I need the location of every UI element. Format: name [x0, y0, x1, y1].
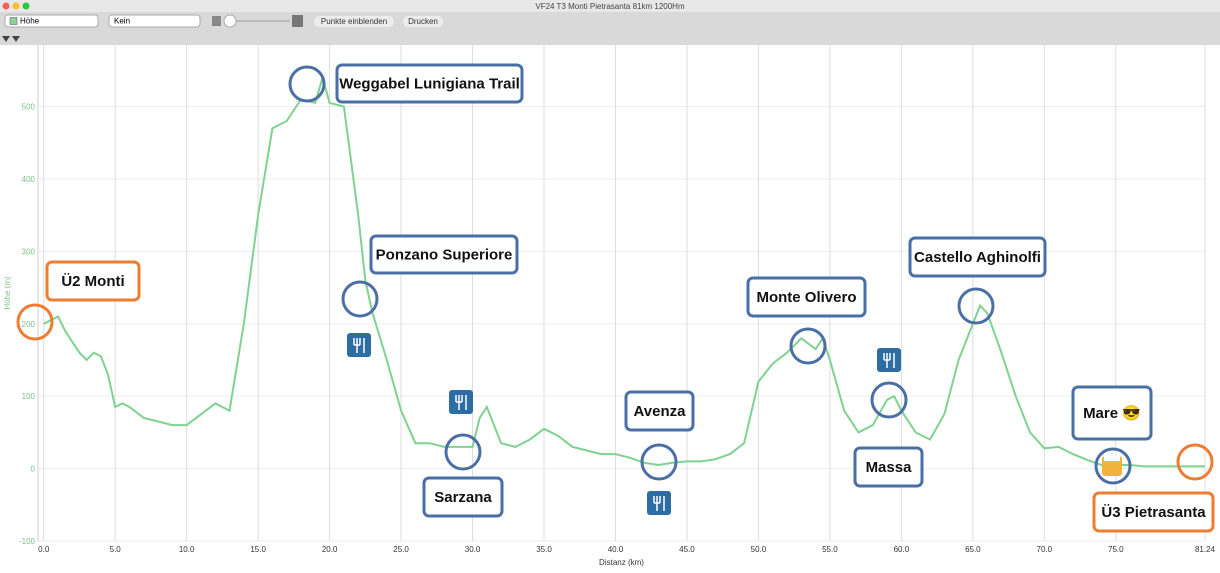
show-points-label: Punkte einblenden — [321, 17, 387, 26]
marker-circle — [444, 433, 482, 471]
x-tick-label: 81.24 — [1195, 545, 1216, 554]
x-tick-label: 35.0 — [536, 545, 552, 554]
x-tick-label: 55.0 — [822, 545, 838, 554]
y-tick-label: 100 — [22, 392, 36, 401]
collapse-arrows[interactable] — [2, 36, 20, 42]
annotation-label: Ü3 Pietrasanta — [1101, 504, 1206, 521]
x-tick-label: 50.0 — [751, 545, 767, 554]
annotation-label: Massa — [866, 459, 913, 476]
restaurant-icon-glyph — [653, 496, 665, 511]
profile-select[interactable] — [4, 14, 99, 28]
annotation-box — [746, 276, 867, 318]
annotation-label: Monte Olivero — [756, 289, 856, 306]
x-tick-label: 10.0 — [179, 545, 195, 554]
profile-icon — [9, 17, 18, 25]
marker-circle — [789, 327, 827, 365]
annotation-box — [369, 234, 519, 275]
marker-circle — [1176, 443, 1214, 481]
overlay-label: Kein — [114, 17, 130, 26]
annotation-box — [1071, 385, 1153, 441]
toolbar — [0, 12, 1220, 45]
zoom-out-icon[interactable] — [212, 16, 221, 26]
show-points-button[interactable] — [314, 16, 394, 27]
beer-icon-foam — [1104, 456, 1120, 461]
x-tick-label: 75.0 — [1108, 545, 1124, 554]
marker-circle — [16, 303, 54, 341]
x-tick-label: 45.0 — [679, 545, 695, 554]
x-tick-label: 5.0 — [110, 545, 122, 554]
y-tick-label: 300 — [22, 247, 36, 256]
x-tick-label: 20.0 — [322, 545, 338, 554]
marker-circle — [1094, 447, 1132, 485]
annotation-box — [335, 63, 524, 104]
y-tick-label: -100 — [19, 537, 36, 546]
x-tick-label: 60.0 — [894, 545, 910, 554]
y-tick-label: 500 — [22, 103, 36, 112]
restaurant-icon-glyph — [883, 353, 895, 368]
annotation-label: Ponzano Superiore — [376, 246, 513, 263]
annotation-box — [45, 260, 141, 302]
annotation-box — [908, 236, 1047, 278]
annotation-box — [422, 476, 504, 518]
y-axis-label: Höhe (m) — [3, 276, 12, 310]
marker-circle — [957, 287, 995, 325]
x-tick-label: 40.0 — [608, 545, 624, 554]
annotation-box — [853, 446, 924, 488]
restaurant-icon-glyph — [353, 338, 365, 353]
y-tick-label: 200 — [22, 320, 36, 329]
annotation-label: Castello Aghinolfi — [914, 249, 1041, 266]
x-tick-label: 15.0 — [250, 545, 266, 554]
chart-area — [0, 45, 1220, 573]
annotation-label: Mare 😎 — [1083, 404, 1141, 422]
close-button[interactable] — [2, 2, 10, 10]
overlay-select[interactable] — [108, 14, 201, 28]
profile-label: Höhe — [20, 17, 40, 26]
annotation-label: Ü2 Monti — [61, 273, 124, 290]
y-tick-label: 400 — [22, 175, 36, 184]
annotation-label: Avenza — [634, 403, 687, 420]
x-tick-label: 25.0 — [393, 545, 409, 554]
elevation-line — [43, 73, 1205, 468]
marker-circle — [870, 381, 908, 419]
title-bar — [0, 0, 1220, 12]
marker-circle — [341, 280, 379, 318]
x-tick-label: 65.0 — [965, 545, 981, 554]
y-tick-label: 0 — [31, 465, 36, 474]
zoom-slider-thumb[interactable] — [223, 14, 237, 28]
x-tick-label: 30.0 — [465, 545, 481, 554]
annotation-box — [624, 390, 695, 432]
x-tick-label: 70.0 — [1037, 545, 1053, 554]
annotation-box — [1092, 491, 1215, 533]
marker-circle — [288, 65, 326, 103]
x-axis-label: Distanz (km) — [599, 558, 644, 567]
print-button[interactable] — [403, 16, 443, 27]
minimize-button[interactable] — [12, 2, 20, 10]
print-label: Drucken — [408, 17, 438, 26]
zoom-in-icon[interactable] — [292, 15, 303, 27]
annotation-label: Weggabel Lunigiana Trail — [339, 75, 520, 92]
marker-circle — [640, 443, 678, 481]
annotation-label: Sarzana — [434, 489, 492, 506]
window-title: VF24 T3 Monti Pietrasanta 81km 1200Hm — [535, 2, 685, 11]
restaurant-icon-glyph — [455, 395, 467, 410]
x-tick-label: 0.0 — [38, 545, 50, 554]
zoom-button[interactable] — [22, 2, 30, 10]
